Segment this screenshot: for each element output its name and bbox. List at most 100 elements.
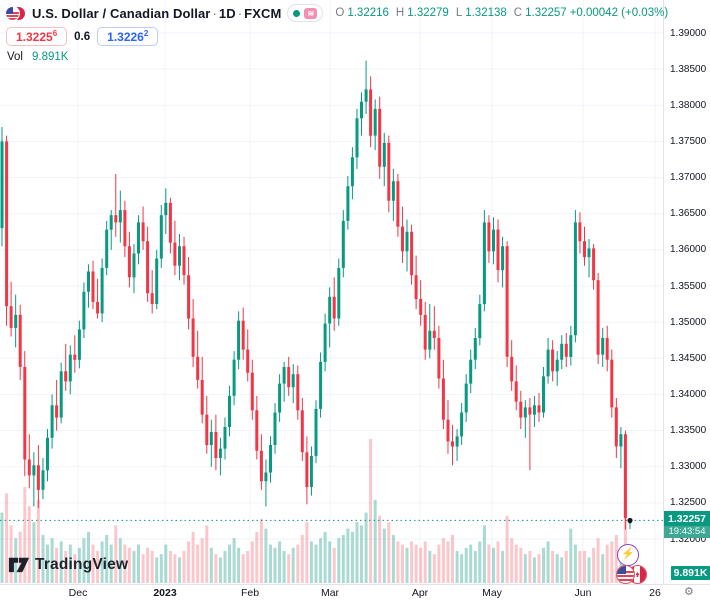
volume-bar	[496, 541, 500, 583]
usdcad-pair-flag-icon	[6, 6, 26, 21]
volume-bar	[587, 557, 591, 583]
candle-body	[546, 349, 550, 377]
volume-bar	[200, 538, 204, 583]
volume-bar	[159, 554, 163, 583]
price-tick-label: 1.33500	[670, 425, 707, 437]
candle-body	[100, 267, 104, 314]
candle-body	[209, 432, 213, 445]
volume-bar	[328, 541, 332, 583]
price-tick-label: 1.37000	[670, 172, 707, 184]
candle-series	[0, 60, 632, 530]
symbol-flags-button[interactable]	[616, 564, 647, 584]
volume-bar	[73, 554, 77, 583]
time-axis[interactable]: Dec 2023 Feb Mar Apr May Jun 26	[0, 584, 710, 600]
candle-body	[596, 280, 600, 355]
volume-bar	[451, 535, 454, 583]
volume-bar	[401, 544, 404, 583]
volume-bar	[264, 528, 268, 583]
time-tick-label: Mar	[320, 587, 340, 599]
buy-ask-button[interactable]: 1.32262	[97, 27, 159, 46]
candle-body	[551, 349, 555, 372]
volume-bar	[141, 554, 145, 583]
candle-body	[309, 455, 313, 487]
candle-body	[9, 306, 13, 328]
symbol-title[interactable]: U.S. Dollar / Canadian Dollar · 1D · FXCM	[32, 5, 282, 21]
volume-bar	[364, 512, 368, 583]
volume-bar	[68, 544, 72, 583]
volume-bar	[469, 544, 473, 583]
volume-bar	[9, 525, 13, 583]
price-chart[interactable]	[0, 0, 663, 584]
volume-bar	[350, 531, 354, 583]
candle-body	[182, 246, 186, 276]
candle-body	[428, 330, 432, 350]
volume-bar	[114, 525, 118, 583]
volume-bar	[528, 551, 532, 583]
candle-body	[537, 405, 541, 413]
delayed-data-icon: ≋	[304, 7, 318, 19]
volume-bar	[291, 547, 295, 583]
sell-bid-button[interactable]: 1.32256	[6, 27, 68, 46]
candle-body	[460, 412, 464, 437]
axis-settings-gear-icon[interactable]: ⚙	[684, 586, 694, 598]
candle-body	[155, 258, 159, 304]
volume-bar	[414, 544, 418, 583]
candle-body	[150, 293, 154, 304]
low-value: 1.32138	[465, 7, 507, 19]
candle-body	[0, 141, 4, 229]
volume-bar	[519, 547, 523, 583]
candle-body	[214, 432, 218, 458]
volume-bar	[46, 544, 49, 583]
volume-bar	[205, 525, 209, 583]
volume-bar	[378, 515, 382, 583]
volume-bar	[473, 551, 477, 583]
volume-bar	[91, 544, 95, 583]
volume-bar	[437, 544, 441, 583]
candle-body	[378, 108, 382, 167]
volume-bar	[391, 535, 395, 583]
candle-body	[96, 301, 100, 314]
volume-bar	[77, 547, 81, 583]
volume-bar	[269, 544, 272, 583]
volume-bar	[255, 531, 259, 583]
volume-bar	[137, 544, 140, 583]
price-tick-label: 1.34000	[670, 388, 707, 400]
tradingview-logo-icon	[8, 557, 30, 573]
candle-body	[105, 229, 109, 268]
candle-body	[469, 359, 473, 384]
volume-bar	[605, 544, 609, 583]
volume-bar	[173, 554, 177, 583]
volume-bar	[460, 554, 464, 583]
market-status-pill[interactable]: ≋	[287, 4, 324, 22]
candle-body	[241, 320, 245, 350]
symbol-name: U.S. Dollar / Canadian Dollar	[32, 5, 211, 21]
price-axis[interactable]: 1.39000 1.38500 1.38000 1.37500 1.37000 1.365…	[663, 0, 710, 584]
candle-body	[601, 338, 605, 355]
candle-body	[355, 118, 359, 158]
volume-bar	[487, 544, 491, 583]
volume-bar	[510, 538, 514, 583]
instant-trading-button[interactable]: ⚡	[617, 544, 639, 566]
tradingview-logo[interactable]: TradingView	[8, 555, 128, 574]
candle-body	[396, 181, 400, 227]
volume-bar	[309, 541, 313, 583]
candle-body	[141, 222, 145, 242]
candle-body	[473, 338, 477, 360]
candle-body	[168, 202, 172, 243]
last-price-badge[interactable]: 1.32257 19:43:54	[664, 511, 710, 539]
volume-indicator-label[interactable]: Vol	[7, 51, 23, 63]
volume-bar	[59, 541, 63, 583]
candle-body	[59, 371, 63, 418]
volume-bar	[296, 544, 300, 583]
volume-bar	[551, 551, 555, 583]
price-tick-label: 1.37500	[670, 135, 707, 147]
close-label: C	[513, 7, 523, 19]
price-tick-label: 1.39000	[670, 27, 707, 39]
candle-body	[223, 427, 227, 449]
candle-body	[269, 445, 272, 473]
candle-body	[432, 330, 436, 338]
volume-bar	[218, 557, 222, 583]
volume-bar	[423, 541, 427, 583]
volume-bar	[82, 538, 86, 583]
us-flag-icon	[616, 565, 635, 584]
